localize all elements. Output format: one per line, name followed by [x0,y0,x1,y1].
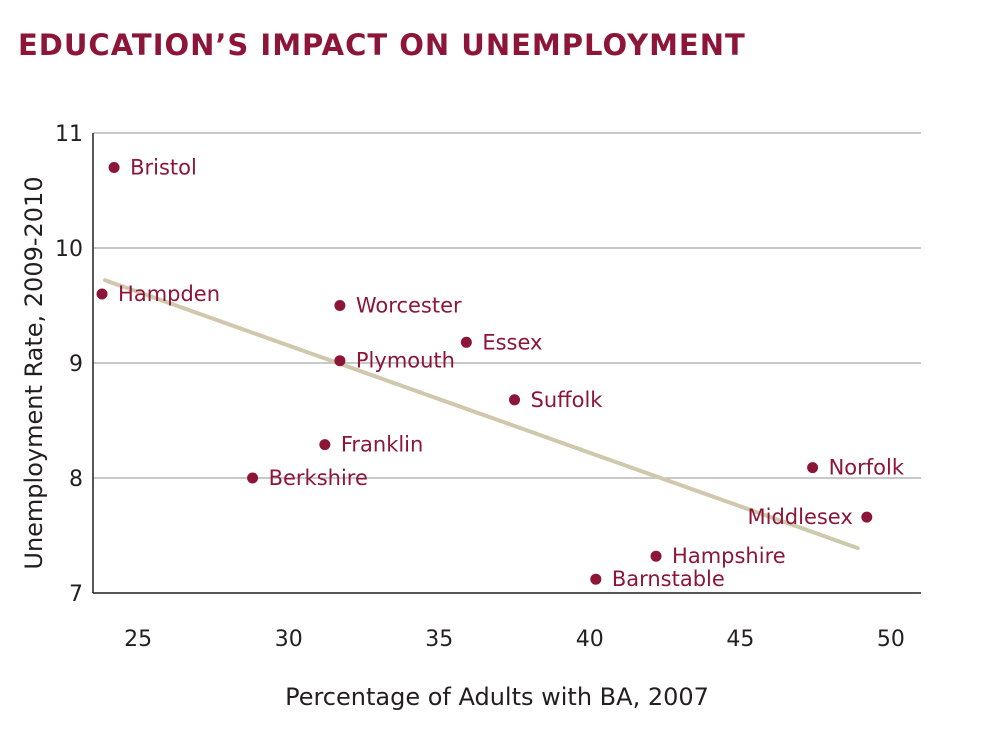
data-point-barnstable [590,573,602,585]
data-label-worcester: Worcester [356,294,462,318]
data-label-franklin: Franklin [341,433,424,457]
data-label-suffolk: Suffolk [531,388,604,412]
data-label-norfolk: Norfolk [829,456,905,480]
data-label-barnstable: Barnstable [612,567,725,591]
y-tick-label-2: 9 [69,352,83,377]
point-layer: Bristol Hampden Worcester Essex Plymouth Suff… [96,156,905,591]
data-label-bristol: Bristol [130,156,197,180]
data-point-suffolk [509,394,521,406]
data-label-essex: Essex [482,330,542,354]
data-point-norfolk [807,462,819,474]
y-tick-label-4: 11 [55,122,83,147]
data-point-essex [460,336,472,348]
grid-layer [93,132,921,479]
data-label-middlesex: Middlesex [748,505,853,529]
data-point-franklin [319,439,331,451]
tick-layer: 7 8 9 10 11 25 30 35 40 45 50 [55,122,905,652]
y-tick-label-3: 10 [55,237,83,262]
x-tick-label-2: 35 [425,627,453,652]
data-point-middlesex [861,511,873,523]
data-point-berkshire [247,472,259,484]
data-point-worcester [334,300,346,311]
data-label-plymouth: Plymouth [356,349,455,373]
x-tick-label-3: 40 [576,627,604,652]
x-tick-label-0: 25 [124,627,152,652]
y-axis-title: Unemployment Rate, 2009-2010 [20,176,48,569]
data-point-bristol [108,162,120,173]
y-tick-label-0: 7 [69,582,83,607]
y-tick-label-1: 8 [69,467,83,492]
data-point-plymouth [334,355,346,367]
trend-line [103,278,860,551]
x-tick-label-5: 50 [877,627,905,652]
data-label-berkshire: Berkshire [269,466,368,490]
data-point-hampshire [650,550,662,562]
x-axis-title: Percentage of Adults with BA, 2007 [285,683,709,711]
chart-title: EDUCATION’S IMPACT ON UNEMPLOYMENT [18,28,746,62]
data-point-hampden [96,288,108,300]
data-label-hampshire: Hampshire [672,544,786,568]
x-tick-label-1: 30 [275,627,303,652]
data-label-hampden: Hampden [118,282,220,306]
x-tick-label-4: 45 [726,627,754,652]
